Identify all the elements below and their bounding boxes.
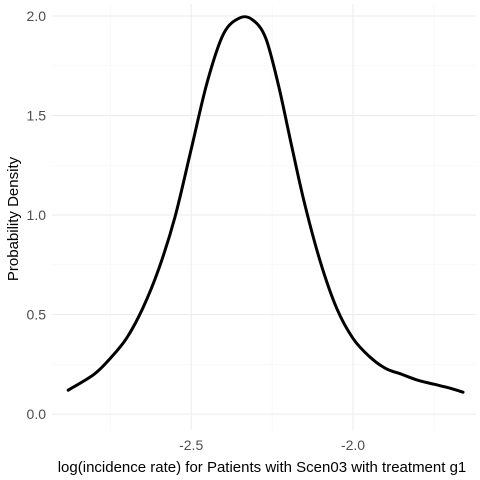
y-tick-labels: 0.0 0.5 1.0 1.5 2.0 — [27, 8, 47, 422]
x-tick-label: -2.0 — [341, 437, 365, 453]
y-axis-label: Probability Density — [5, 156, 22, 281]
x-axis-label: log(incidence rate) for Patients with Sc… — [58, 459, 467, 476]
y-tick-label: 1.0 — [27, 207, 47, 223]
y-tick-label: 2.0 — [27, 8, 47, 24]
y-tick-label: 0.0 — [27, 406, 47, 422]
y-tick-label: 0.5 — [27, 307, 47, 323]
density-curve — [66, 15, 465, 394]
y-tick-label: 1.5 — [27, 107, 47, 123]
grid — [52, 4, 476, 430]
x-tick-label: -2.5 — [179, 437, 203, 453]
x-tick-labels: -2.5 -2.0 — [179, 437, 365, 453]
